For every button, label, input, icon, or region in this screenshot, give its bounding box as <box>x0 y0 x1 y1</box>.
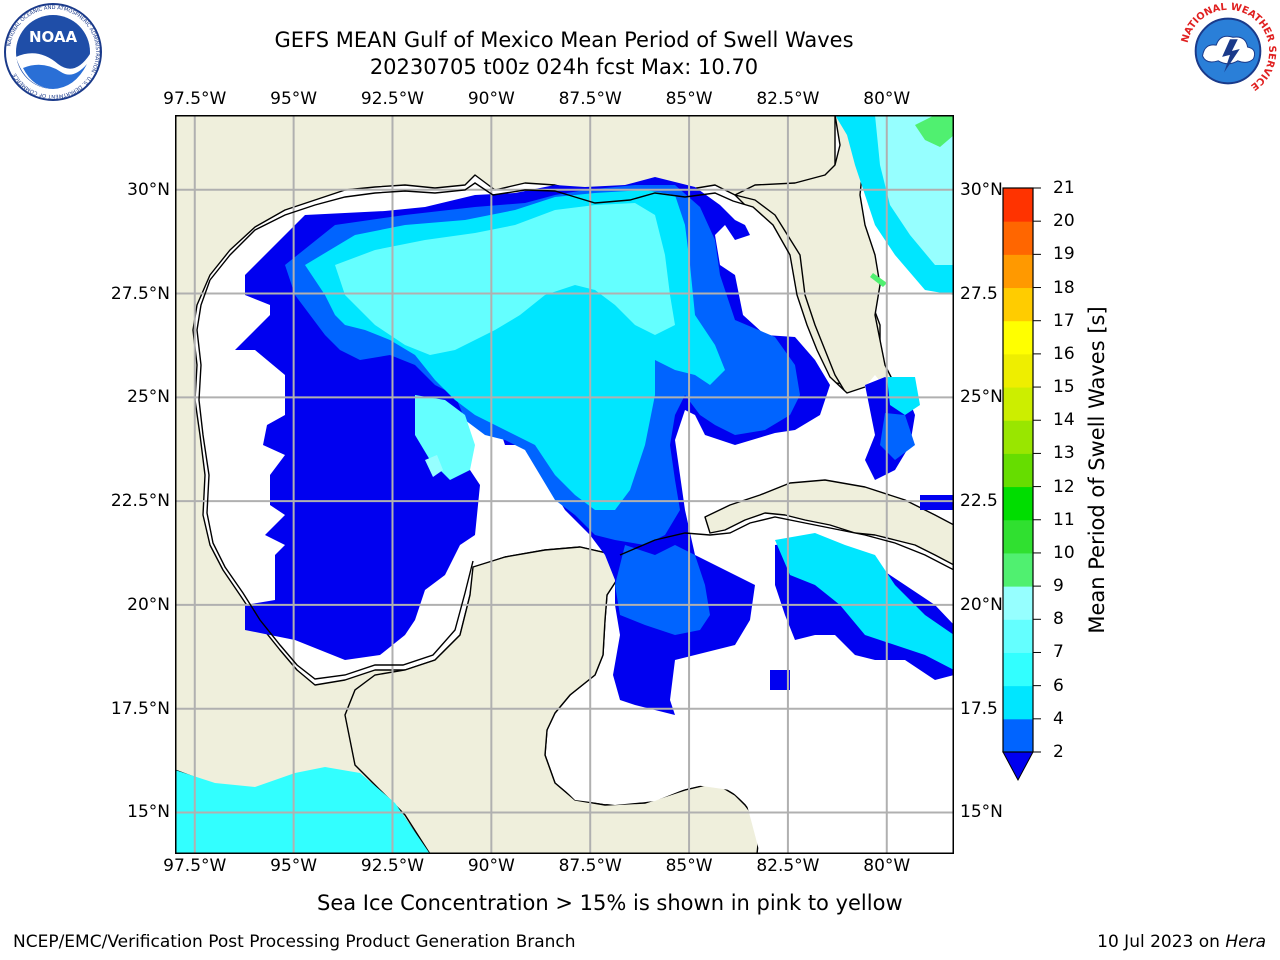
colorbar-tick-label: 7 <box>1053 642 1064 663</box>
latitude-label-right: 17.5 <box>960 698 998 719</box>
longitude-label: 97.5°W <box>163 856 227 876</box>
longitude-label: 80°W <box>863 856 911 876</box>
colorbar-bin <box>1003 718 1033 753</box>
colorbar-bin <box>1003 320 1033 355</box>
run-date: 10 Jul 2023 on Hera <box>1097 932 1266 952</box>
latitude-label: 15°N <box>127 802 170 823</box>
fill-9-10s <box>915 115 954 147</box>
latitude-label-right: 30°N <box>960 179 1003 200</box>
longitude-label: 87.5°W <box>558 856 622 876</box>
colorbar-bin <box>1003 619 1033 653</box>
noaa-logo-text: NOAA <box>29 28 78 46</box>
fill-2-4s-south <box>615 545 710 635</box>
colorbar-bin <box>1003 685 1033 720</box>
colorbar-tick-label: 15 <box>1053 377 1075 398</box>
latitude-label: 17.5°N <box>110 698 170 719</box>
colorbar-tick-label: 2 <box>1053 742 1064 762</box>
machine-name: Hera <box>1225 932 1266 952</box>
colorbar-tick-label: 6 <box>1053 675 1064 696</box>
longitude-label: 87.5°W <box>558 89 622 109</box>
run-date-text: 10 Jul 2023 on <box>1097 932 1226 952</box>
swell-period-map <box>175 115 954 854</box>
colorbar-under-triangle <box>1002 751 1034 782</box>
colorbar-bin <box>1003 221 1033 255</box>
latitude-label: 25°N <box>127 387 170 408</box>
latitude-label-right: 15°N <box>960 802 1003 823</box>
colorbar-tick-label: 19 <box>1053 244 1075 265</box>
colorbar-tick-label: 10 <box>1053 542 1075 563</box>
longitude-label: 90°W <box>467 856 515 876</box>
colorbar-tick-label: 17 <box>1053 310 1075 331</box>
latitude-label: 30°N <box>127 179 170 200</box>
latitude-label-right: 22.5 <box>960 491 998 512</box>
colorbar-bin <box>1003 254 1033 289</box>
colorbar-bin <box>1003 652 1033 687</box>
coastline-layer <box>196 182 954 680</box>
colorbar-bin <box>1003 552 1033 587</box>
colorbar-tick-label: 18 <box>1053 277 1075 298</box>
colorbar-tick-label: 21 <box>1053 178 1075 198</box>
longitude-label: 80°W <box>863 89 911 109</box>
fill-9-10s-small <box>870 273 887 287</box>
longitude-label: 85°W <box>665 89 713 109</box>
longitude-label: 92.5°W <box>360 89 425 109</box>
longitude-label: 90°W <box>467 89 515 109</box>
latitude-label-right: 25°N <box>960 387 1003 408</box>
colorbar-bin <box>1003 453 1033 488</box>
colorbar-bin <box>1003 188 1033 222</box>
colorbar-tick-label: 20 <box>1053 211 1075 232</box>
fill-8-9s <box>425 455 443 477</box>
colorbar-bin <box>1003 519 1033 554</box>
colorbar-tick-label: 4 <box>1053 708 1064 729</box>
colorbar-tick-label: 16 <box>1053 343 1075 364</box>
longitude-label: 95°W <box>270 856 318 876</box>
colorbar-title: Mean Period of Swell Waves [s] <box>1085 306 1109 634</box>
nws-logo: NATIONAL WEATHER SERVICE <box>1180 2 1277 99</box>
colorbar <box>1002 187 1041 782</box>
longitude-label: 95°W <box>270 89 318 109</box>
fill-under-2s-patch <box>770 670 790 690</box>
map-gridlines <box>175 115 954 854</box>
fill-2-4s-patch <box>880 413 915 460</box>
colorbar-tick-label: 9 <box>1053 576 1064 597</box>
fill-under-2s-patch2 <box>920 495 954 510</box>
fill-4-6s-caribbean <box>775 533 954 670</box>
colorbar-bin <box>1003 353 1033 388</box>
colorbar-bin <box>1003 387 1033 421</box>
latitude-label: 22.5°N <box>110 491 170 512</box>
map-title: GEFS MEAN Gulf of Mexico Mean Period of … <box>274 28 854 52</box>
latitude-label-right: 27.5 <box>960 283 998 304</box>
longitude-label: 85°W <box>665 856 713 876</box>
map-subtitle: 20230705 t00z 024h fcst Max: 10.70 <box>369 55 759 79</box>
colorbar-tick-label: 13 <box>1053 443 1075 464</box>
colorbar-tick-label: 11 <box>1053 509 1075 530</box>
longitude-label: 92.5°W <box>360 856 425 876</box>
latitude-label: 27.5°N <box>110 283 170 304</box>
map-frame <box>175 115 954 854</box>
credit-text: NCEP/EMC/Verification Post Processing Pr… <box>13 932 576 952</box>
colorbar-tick-label: 14 <box>1053 410 1075 431</box>
fill-4-6s-sw <box>175 767 430 854</box>
colorbar-bin <box>1003 287 1033 322</box>
fill-4-6s-east-patch <box>887 377 920 415</box>
colorbar-tick-label: 8 <box>1053 609 1064 630</box>
noaa-logo: NOAA NATIONAL OCEANIC AND ATMOSPHERIC AD… <box>4 3 102 101</box>
longitude-label: 97.5°W <box>163 89 227 109</box>
colorbar-bin <box>1003 586 1033 620</box>
colorbar-frame <box>1002 187 1034 753</box>
colorbar-bin <box>1003 486 1033 521</box>
longitude-label: 82.5°W <box>756 89 820 109</box>
colorbar-tick-label: 12 <box>1053 476 1075 497</box>
latitude-label: 20°N <box>127 594 170 615</box>
colorbar-bin <box>1003 420 1033 454</box>
sea-ice-note: Sea Ice Concentration > 15% is shown in … <box>317 891 903 915</box>
longitude-label: 82.5°W <box>756 856 820 876</box>
swell-period-fill <box>175 115 954 854</box>
latitude-label-right: 20°N <box>960 594 1003 615</box>
